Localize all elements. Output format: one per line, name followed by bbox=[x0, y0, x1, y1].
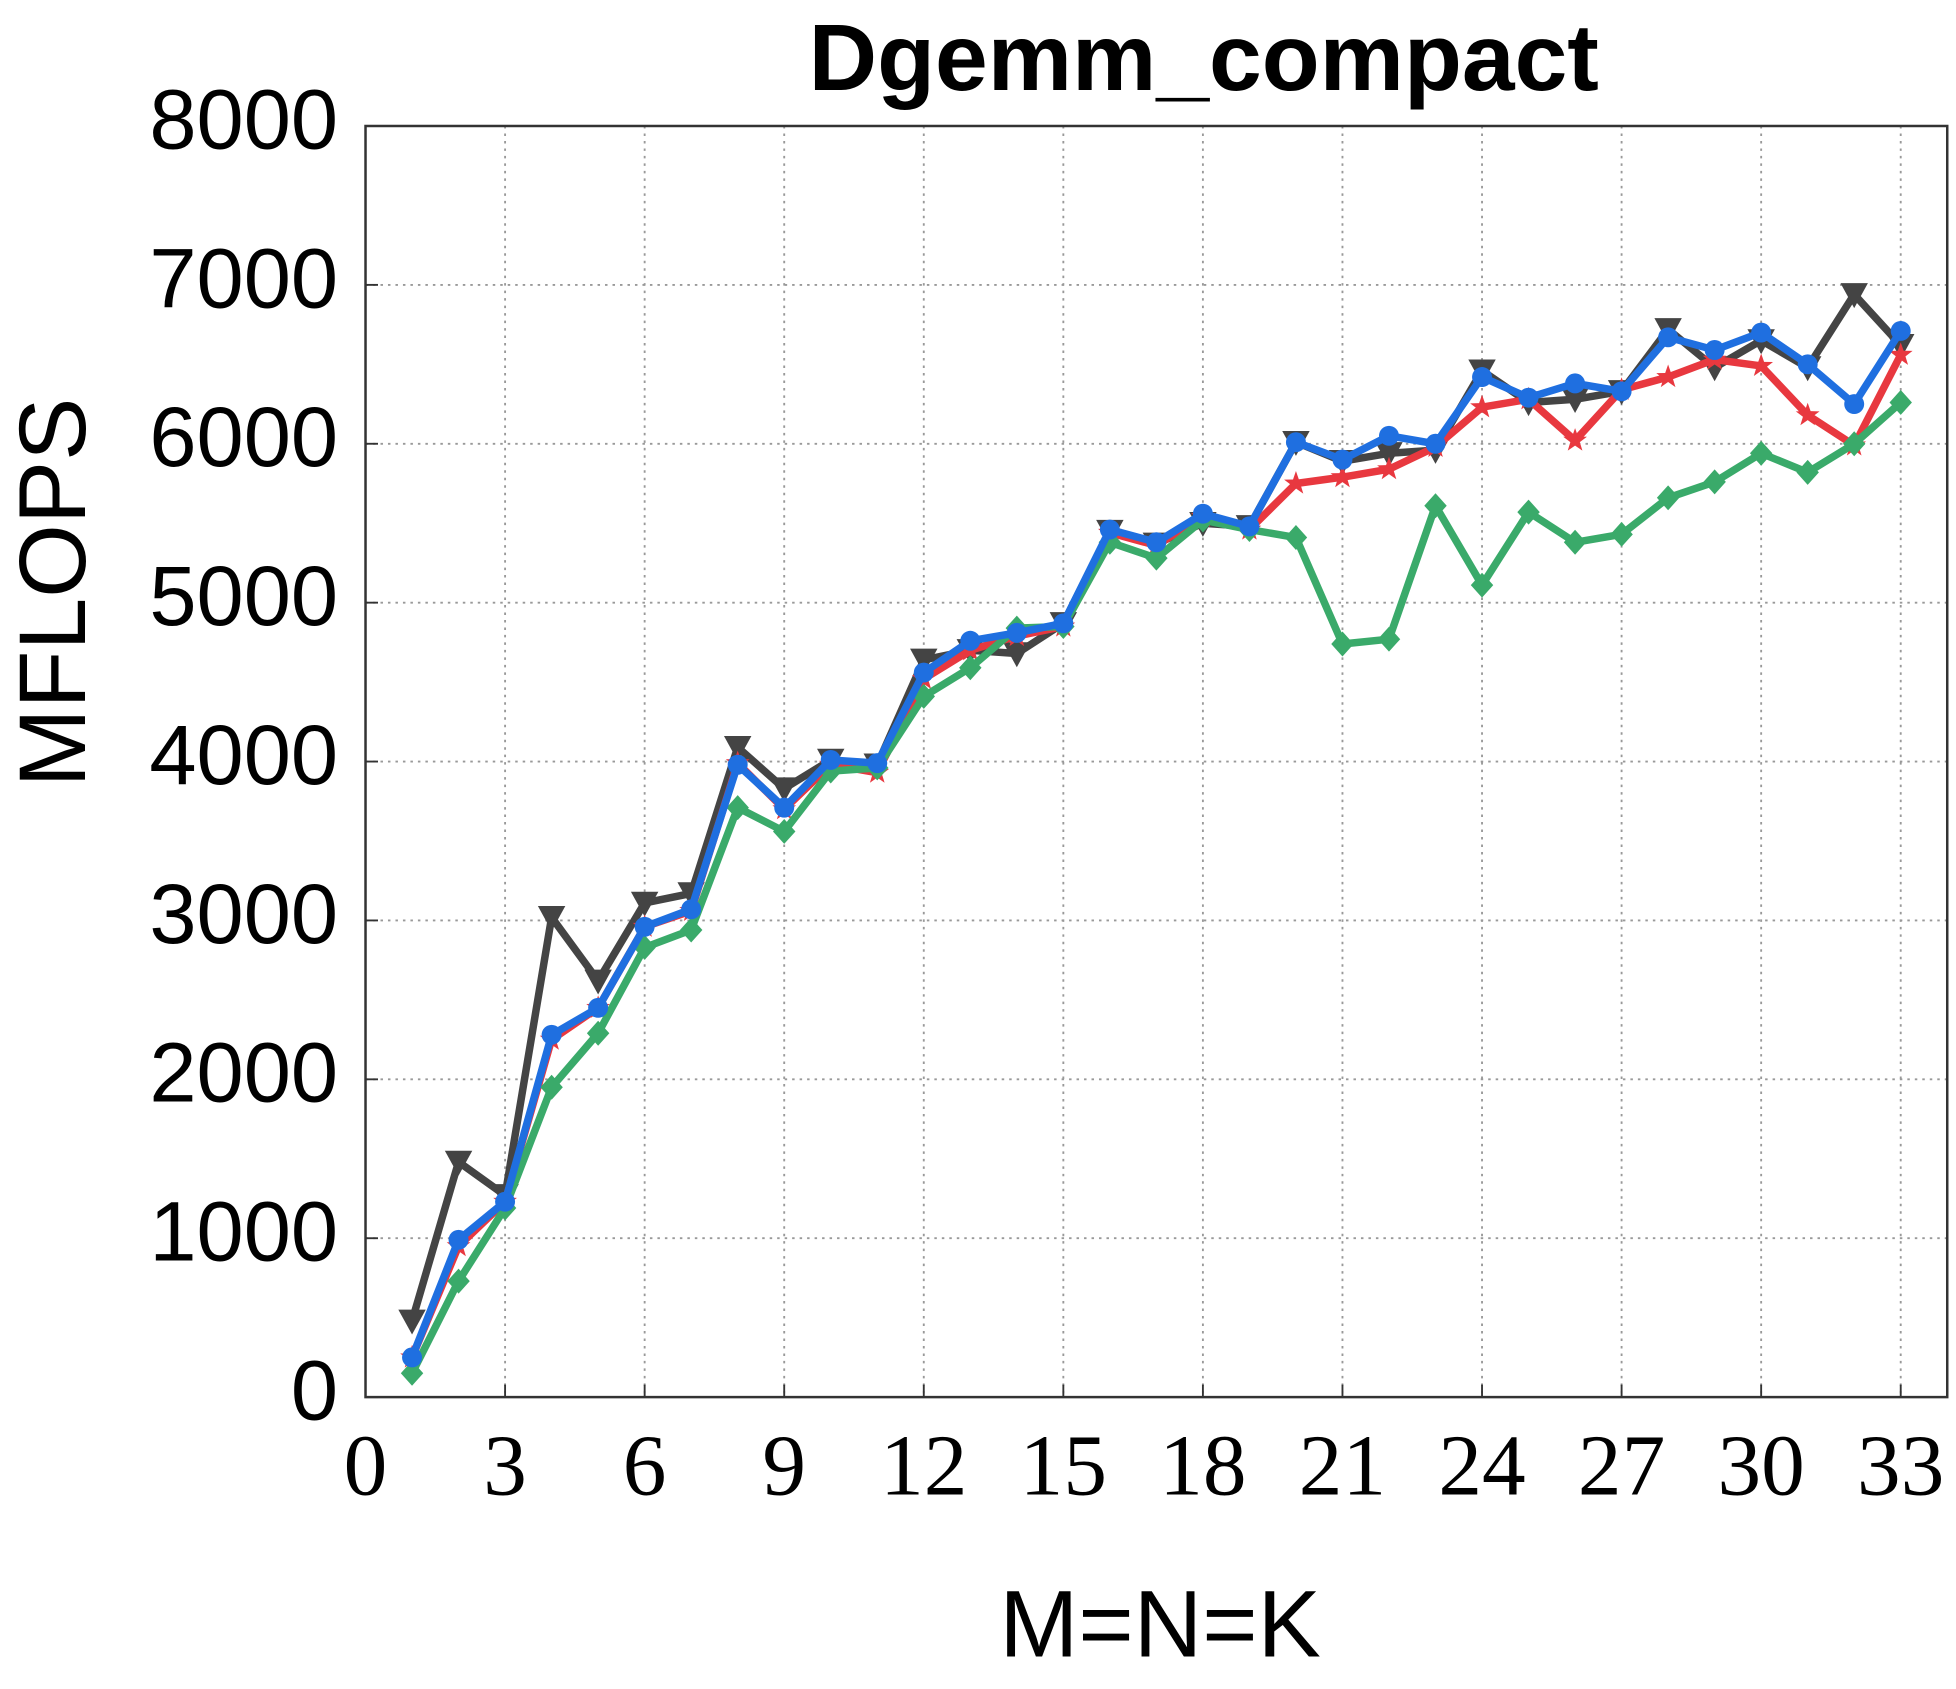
marker bbox=[1890, 320, 1911, 341]
marker bbox=[1611, 381, 1632, 402]
y-tick-label: 1000 bbox=[149, 1184, 338, 1279]
marker bbox=[1192, 503, 1213, 524]
marker bbox=[447, 1268, 470, 1294]
marker bbox=[541, 1024, 562, 1045]
marker bbox=[1003, 642, 1031, 668]
marker bbox=[398, 1309, 426, 1335]
marker bbox=[1377, 626, 1401, 652]
marker bbox=[1658, 327, 1679, 348]
marker bbox=[1330, 464, 1355, 488]
series-line bbox=[408, 290, 1904, 1322]
marker bbox=[1889, 389, 1912, 415]
plot-frame bbox=[364, 124, 1949, 1399]
marker bbox=[1239, 516, 1260, 537]
marker bbox=[910, 648, 938, 674]
marker bbox=[820, 749, 841, 770]
marker bbox=[1377, 456, 1401, 480]
x-tick-label: 21 bbox=[1299, 1416, 1386, 1513]
marker bbox=[1610, 521, 1633, 547]
marker bbox=[960, 630, 981, 651]
x-tick-label: 0 bbox=[344, 1416, 388, 1513]
marker bbox=[913, 662, 934, 683]
marker bbox=[1375, 442, 1403, 468]
marker bbox=[1425, 433, 1446, 454]
x-tick-label: 15 bbox=[1020, 1416, 1107, 1513]
marker bbox=[1563, 428, 1587, 451]
marker bbox=[1146, 532, 1167, 553]
y-tick-label: 7000 bbox=[149, 230, 338, 325]
marker bbox=[1053, 613, 1074, 634]
marker bbox=[774, 797, 795, 818]
marker bbox=[723, 736, 752, 761]
chart-title: Dgemm_compact bbox=[809, 5, 1599, 111]
x-tick-label: 30 bbox=[1718, 1416, 1805, 1513]
marker bbox=[1145, 545, 1168, 571]
marker bbox=[1424, 493, 1447, 519]
marker bbox=[588, 997, 609, 1018]
marker bbox=[681, 899, 702, 920]
marker bbox=[770, 777, 798, 803]
marker bbox=[402, 1347, 423, 1368]
marker bbox=[1284, 525, 1308, 550]
y-tick-label: 0 bbox=[291, 1343, 338, 1438]
y-tick-label: 2000 bbox=[149, 1025, 338, 1120]
y-tick-label: 3000 bbox=[149, 866, 338, 961]
marker bbox=[1379, 425, 1399, 446]
marker bbox=[1332, 449, 1353, 470]
y-tick-label: 4000 bbox=[149, 707, 338, 802]
y-tick-label: 8000 bbox=[149, 71, 338, 166]
marker bbox=[1749, 440, 1773, 466]
marker bbox=[1470, 394, 1494, 418]
x-tick-label: 18 bbox=[1159, 1416, 1246, 1513]
marker bbox=[1656, 364, 1680, 388]
marker bbox=[1704, 340, 1725, 361]
marker bbox=[584, 969, 612, 995]
marker bbox=[679, 917, 703, 943]
marker bbox=[1888, 342, 1913, 365]
marker bbox=[540, 1074, 563, 1100]
marker bbox=[1561, 388, 1589, 414]
marker bbox=[630, 891, 659, 917]
y-axis-label: MFLOPS bbox=[0, 398, 106, 788]
marker bbox=[1006, 622, 1027, 643]
marker bbox=[1795, 402, 1820, 426]
marker bbox=[1518, 387, 1539, 408]
marker bbox=[867, 753, 888, 774]
marker bbox=[1565, 373, 1586, 394]
x-tick-label: 27 bbox=[1578, 1416, 1665, 1513]
marker bbox=[1285, 432, 1306, 453]
marker bbox=[1099, 519, 1120, 540]
marker bbox=[537, 906, 566, 931]
y-tick-label: 6000 bbox=[149, 389, 338, 484]
marker bbox=[1284, 471, 1308, 494]
marker bbox=[1656, 485, 1680, 511]
marker bbox=[448, 1229, 469, 1250]
x-tick-label: 6 bbox=[623, 1416, 667, 1513]
x-tick-label: 9 bbox=[762, 1416, 806, 1513]
x-tick-label: 3 bbox=[483, 1416, 527, 1513]
y-tick-label: 5000 bbox=[149, 548, 338, 643]
marker bbox=[444, 1150, 473, 1176]
x-axis-label: M=N=K bbox=[999, 1572, 1320, 1678]
marker bbox=[634, 916, 655, 937]
x-tick-label: 12 bbox=[880, 1416, 967, 1513]
marker bbox=[1840, 283, 1868, 309]
marker bbox=[1844, 394, 1865, 415]
x-tick-label: 33 bbox=[1857, 1416, 1944, 1513]
marker bbox=[727, 754, 748, 775]
marker bbox=[1517, 499, 1540, 525]
marker bbox=[495, 1191, 516, 1212]
marker bbox=[1797, 354, 1818, 375]
marker bbox=[1472, 367, 1493, 388]
marker bbox=[1749, 353, 1774, 377]
x-tick-label: 24 bbox=[1438, 1416, 1525, 1513]
marker bbox=[1751, 322, 1772, 343]
marker bbox=[400, 1360, 424, 1386]
series-line bbox=[408, 328, 1904, 1359]
marker bbox=[1703, 469, 1726, 495]
series-line bbox=[408, 353, 1905, 1359]
